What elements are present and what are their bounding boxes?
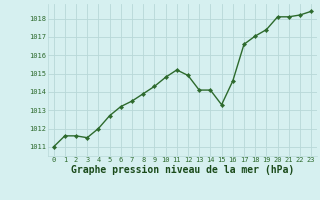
X-axis label: Graphe pression niveau de la mer (hPa): Graphe pression niveau de la mer (hPa)	[71, 165, 294, 175]
